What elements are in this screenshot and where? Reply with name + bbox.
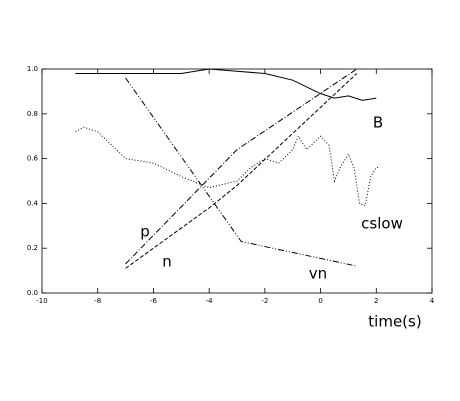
series-label: p xyxy=(140,223,150,241)
x-tick-label: 0 xyxy=(318,297,322,305)
x-tick-label: -4 xyxy=(206,297,214,305)
x-tick-label: 2 xyxy=(374,297,378,305)
x-tick-label: -2 xyxy=(261,297,268,305)
y-tick-label: 1.0 xyxy=(27,65,38,73)
y-tick-label: 0.0 xyxy=(27,289,38,297)
series-line xyxy=(75,126,380,207)
x-tick-label: 4 xyxy=(430,297,435,305)
series-label: B xyxy=(373,114,383,132)
x-axis-label: time(s) xyxy=(368,313,421,331)
x-tick-label: -8 xyxy=(94,297,101,305)
y-tick-label: 0.4 xyxy=(27,199,39,207)
series-label: vn xyxy=(309,265,327,283)
x-tick-label: -10 xyxy=(36,297,47,305)
series-line xyxy=(125,68,358,265)
y-tick-label: 0.8 xyxy=(27,110,38,118)
y-tick-label: 0.6 xyxy=(27,155,39,163)
y-tick-label: 0.2 xyxy=(27,244,38,252)
plot-frame xyxy=(41,68,433,294)
series-line xyxy=(125,73,358,269)
series-label: cslow xyxy=(361,215,403,233)
series-line xyxy=(125,77,357,267)
x-tick-label: -6 xyxy=(150,297,158,305)
series-label: n xyxy=(162,253,172,271)
series-line xyxy=(75,68,377,101)
